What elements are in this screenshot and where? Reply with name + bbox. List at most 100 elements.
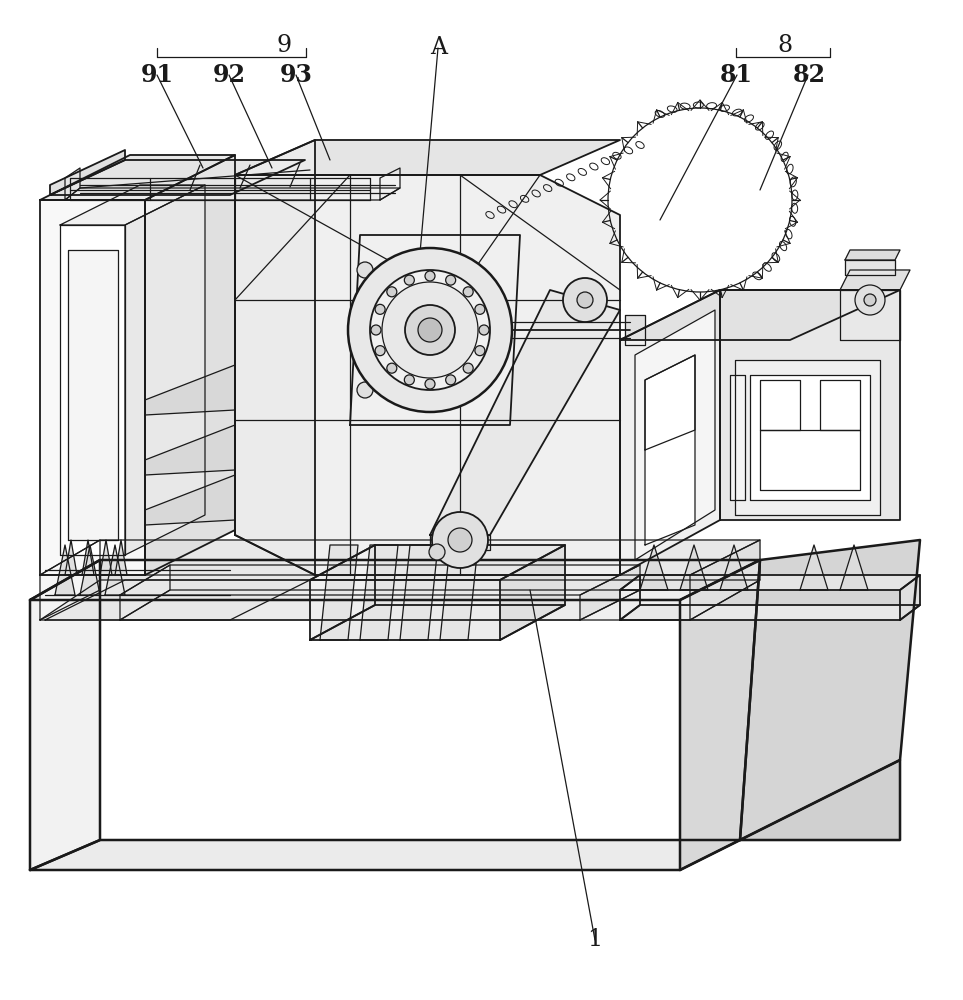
- Circle shape: [425, 271, 435, 281]
- Circle shape: [432, 512, 488, 568]
- Polygon shape: [30, 560, 100, 870]
- Polygon shape: [115, 540, 127, 575]
- Polygon shape: [145, 365, 235, 415]
- Polygon shape: [145, 475, 235, 525]
- Polygon shape: [680, 560, 760, 870]
- Circle shape: [387, 287, 397, 297]
- Polygon shape: [80, 545, 100, 595]
- Circle shape: [425, 379, 435, 389]
- Polygon shape: [720, 290, 900, 520]
- Circle shape: [563, 278, 607, 322]
- Polygon shape: [800, 545, 828, 590]
- Polygon shape: [640, 545, 668, 590]
- Circle shape: [348, 248, 512, 412]
- Polygon shape: [82, 540, 94, 575]
- Polygon shape: [100, 540, 112, 575]
- Polygon shape: [350, 235, 520, 425]
- Polygon shape: [145, 155, 235, 575]
- Polygon shape: [310, 545, 375, 640]
- Polygon shape: [720, 545, 748, 590]
- Polygon shape: [645, 355, 695, 545]
- Polygon shape: [65, 188, 400, 200]
- Text: 91: 91: [141, 63, 173, 87]
- Text: 1: 1: [587, 928, 603, 951]
- Circle shape: [357, 382, 373, 398]
- Polygon shape: [680, 545, 708, 590]
- Polygon shape: [845, 260, 895, 275]
- Polygon shape: [120, 565, 640, 595]
- Polygon shape: [50, 150, 125, 195]
- Polygon shape: [40, 200, 145, 575]
- Polygon shape: [430, 535, 490, 550]
- Polygon shape: [690, 540, 760, 620]
- Polygon shape: [620, 290, 900, 340]
- Circle shape: [404, 375, 414, 385]
- Polygon shape: [620, 290, 720, 575]
- Polygon shape: [68, 250, 118, 540]
- Polygon shape: [45, 580, 310, 620]
- Circle shape: [475, 304, 485, 314]
- Text: 9: 9: [276, 33, 292, 56]
- Circle shape: [475, 346, 485, 356]
- Polygon shape: [60, 185, 205, 225]
- Circle shape: [387, 363, 397, 373]
- Polygon shape: [735, 360, 880, 515]
- Circle shape: [864, 294, 876, 306]
- Polygon shape: [120, 590, 640, 620]
- Polygon shape: [840, 270, 910, 290]
- Circle shape: [463, 287, 473, 297]
- Polygon shape: [40, 155, 235, 200]
- Polygon shape: [620, 575, 920, 590]
- Polygon shape: [40, 540, 760, 575]
- Polygon shape: [740, 760, 900, 840]
- Polygon shape: [845, 250, 900, 260]
- Circle shape: [855, 285, 885, 315]
- Polygon shape: [820, 380, 860, 430]
- Text: 81: 81: [720, 63, 753, 87]
- Circle shape: [371, 325, 381, 335]
- Polygon shape: [105, 545, 125, 595]
- Polygon shape: [740, 540, 920, 840]
- Polygon shape: [620, 575, 640, 620]
- Circle shape: [376, 346, 385, 356]
- Polygon shape: [60, 225, 125, 555]
- Polygon shape: [120, 565, 170, 620]
- Text: 92: 92: [213, 63, 246, 87]
- Polygon shape: [760, 430, 860, 490]
- Polygon shape: [900, 575, 920, 620]
- Circle shape: [448, 528, 472, 552]
- Polygon shape: [500, 545, 565, 640]
- Circle shape: [370, 270, 490, 390]
- Polygon shape: [360, 545, 398, 640]
- Circle shape: [357, 262, 373, 278]
- Polygon shape: [40, 580, 760, 620]
- Polygon shape: [40, 540, 100, 620]
- Polygon shape: [400, 545, 438, 640]
- Polygon shape: [65, 540, 77, 575]
- Polygon shape: [620, 605, 920, 620]
- Polygon shape: [50, 160, 305, 195]
- Polygon shape: [750, 375, 870, 500]
- Polygon shape: [840, 290, 900, 340]
- Polygon shape: [235, 140, 620, 175]
- Polygon shape: [730, 375, 745, 500]
- Polygon shape: [320, 545, 358, 640]
- Polygon shape: [635, 310, 715, 560]
- Circle shape: [418, 318, 442, 342]
- Circle shape: [479, 325, 489, 335]
- Circle shape: [405, 305, 455, 355]
- Circle shape: [429, 544, 445, 560]
- Polygon shape: [430, 290, 620, 535]
- Polygon shape: [65, 168, 80, 200]
- Polygon shape: [235, 175, 620, 575]
- Circle shape: [446, 275, 455, 285]
- Polygon shape: [645, 355, 695, 450]
- Circle shape: [446, 375, 455, 385]
- Polygon shape: [30, 560, 760, 600]
- Circle shape: [463, 363, 473, 373]
- Polygon shape: [760, 380, 800, 430]
- Polygon shape: [235, 140, 315, 575]
- Text: 82: 82: [793, 63, 825, 87]
- Polygon shape: [380, 168, 400, 200]
- Polygon shape: [310, 545, 565, 580]
